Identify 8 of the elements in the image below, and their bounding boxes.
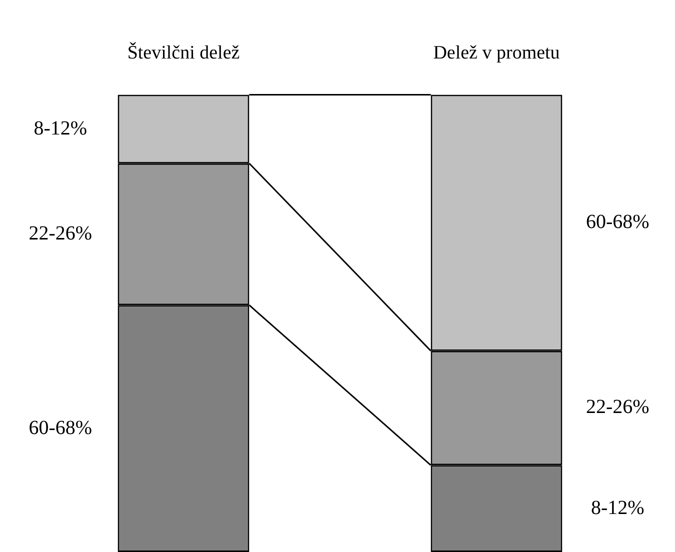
annotation: 60-68% (28, 416, 92, 439)
x-tick-label: Delež v prometu (433, 42, 560, 64)
annotation: 22-26% (28, 222, 92, 244)
annotation: 22-26% (586, 396, 650, 418)
annotation: 8-12% (590, 496, 644, 519)
annotation: 60-68% (586, 211, 650, 234)
x-tick-label: Številčni delež (127, 41, 240, 64)
annotation: 8-12% (34, 117, 88, 140)
